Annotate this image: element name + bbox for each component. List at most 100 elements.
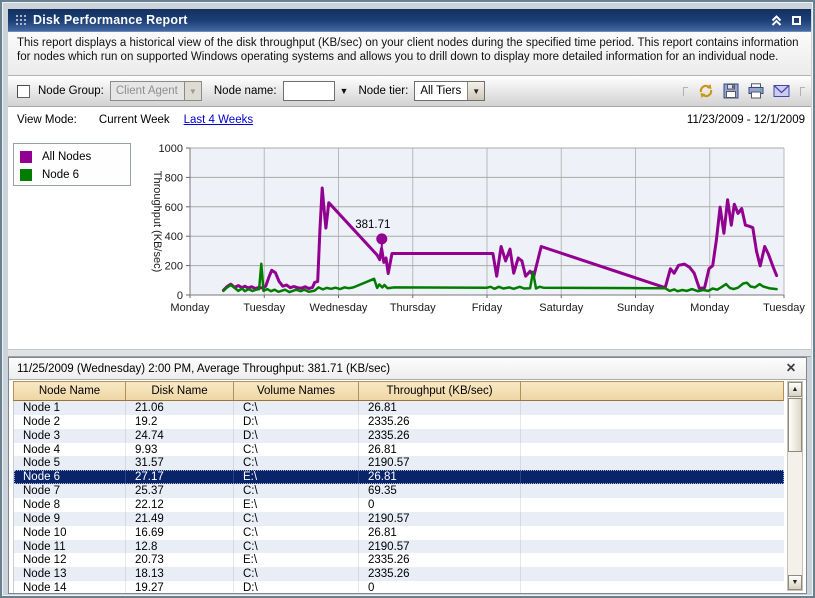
splitter-handle[interactable]: [8, 349, 811, 357]
table-cell-filler: [521, 401, 784, 415]
column-header-disk-name[interactable]: Disk Name: [126, 382, 234, 400]
collapse-button[interactable]: [769, 14, 783, 27]
table-cell-filler: [521, 581, 784, 593]
x-tick-label: Wednesday: [310, 302, 368, 314]
table-cell: E:\: [234, 553, 359, 567]
table-cell: 2335.26: [359, 567, 521, 581]
scroll-down-button[interactable]: ▼: [788, 575, 802, 590]
table-row[interactable]: Node 219.2D:\2335.26: [14, 415, 784, 429]
print-button[interactable]: [747, 83, 765, 100]
table-row[interactable]: Node 725.37C:\69.35: [14, 484, 784, 498]
table-cell: C:\: [234, 484, 359, 498]
email-button[interactable]: [772, 83, 790, 100]
column-header-node-name[interactable]: Node Name: [14, 382, 126, 400]
table-cell: D:\: [234, 415, 359, 429]
view-mode-current-week[interactable]: Current Week: [99, 114, 170, 126]
date-range: 11/23/2009 - 12/1/2009: [687, 114, 805, 126]
x-tick-label: Monday: [170, 302, 210, 314]
throughput-line-chart[interactable]: MondayTuesdayWednesdayThursdayFridaySatu…: [8, 137, 811, 349]
drilldown-title: 11/25/2009 (Wednesday) 2:00 PM, Average …: [17, 363, 390, 375]
table-cell: Node 9: [14, 512, 126, 526]
table-cell: 2190.57: [359, 540, 521, 554]
table-cell-filler: [521, 484, 784, 498]
table-row[interactable]: Node 822.12E:\0: [14, 498, 784, 512]
save-button[interactable]: [722, 83, 740, 100]
node-tier-label: Node tier:: [358, 85, 408, 97]
refresh-icon: [698, 83, 714, 99]
table-cell-filler: [521, 470, 784, 484]
y-tick-label: 1000: [159, 143, 183, 155]
table-cell: 27.17: [126, 470, 234, 484]
column-header-throughput[interactable]: Throughput (KB/sec): [359, 382, 521, 400]
table-row[interactable]: Node 1318.13C:\2335.26: [14, 567, 784, 581]
column-header-filler: [521, 382, 783, 400]
table-cell: Node 5: [14, 456, 126, 470]
table-cell: Node 8: [14, 498, 126, 512]
table-cell: Node 2: [14, 415, 126, 429]
drilldown-panel: 11/25/2009 (Wednesday) 2:00 PM, Average …: [8, 357, 807, 594]
table-cell: C:\: [234, 443, 359, 457]
refresh-button[interactable]: [697, 83, 715, 100]
table-cell: 18.13: [126, 567, 234, 581]
report-window: Disk Performance Report This report disp…: [0, 0, 815, 598]
table-row[interactable]: Node 531.57C:\2190.57: [14, 456, 784, 470]
table-cell-filler: [521, 415, 784, 429]
node-name-label: Node name:: [214, 85, 277, 97]
table-cell: 20.73: [126, 553, 234, 567]
print-icon: [748, 83, 764, 99]
table-cell: C:\: [234, 456, 359, 470]
table-cell: D:\: [234, 581, 359, 593]
table-cell-filler: [521, 512, 784, 526]
table-cell: Node 11: [14, 540, 126, 554]
email-icon: [773, 84, 790, 98]
table-row[interactable]: Node 1419.27D:\0: [14, 581, 784, 593]
node-group-checkbox[interactable]: [17, 85, 30, 98]
table-row[interactable]: Node 49.93C:\26.81: [14, 443, 784, 457]
maximize-button[interactable]: [789, 14, 803, 27]
column-header-volume-names[interactable]: Volume Names: [234, 382, 359, 400]
table-cell: 26.81: [359, 401, 521, 415]
table-cell: Node 7: [14, 484, 126, 498]
table-cell: 16.69: [126, 526, 234, 540]
node-name-dropdown-icon[interactable]: ▼: [340, 86, 349, 96]
table-cell: 22.12: [126, 498, 234, 512]
table-cell: C:\: [234, 526, 359, 540]
close-icon[interactable]: ✕: [783, 360, 799, 376]
table-row[interactable]: Node 1220.73E:\2335.26: [14, 553, 784, 567]
node-group-label: Node Group:: [38, 85, 104, 97]
view-mode-last-4-weeks-link[interactable]: Last 4 Weeks: [184, 114, 253, 126]
table-row[interactable]: Node 627.17E:\26.81: [14, 470, 784, 484]
vertical-scrollbar[interactable]: ▲ ▼: [787, 381, 803, 591]
node-tier-select[interactable]: All Tiers ▼: [414, 81, 485, 101]
table-cell-filler: [521, 443, 784, 457]
x-tick-label: Monday: [690, 302, 730, 314]
scrollbar-thumb[interactable]: [788, 398, 802, 452]
table-row[interactable]: Node 121.06C:\26.81: [14, 401, 784, 415]
node-group-select: Client Agent ▼: [110, 81, 202, 101]
selected-point-marker[interactable]: [376, 233, 387, 244]
table-row[interactable]: Node 1016.69C:\26.81: [14, 526, 784, 540]
table-cell: 26.81: [359, 470, 521, 484]
table-cell-filler: [521, 456, 784, 470]
y-tick-label: 600: [165, 202, 183, 214]
y-axis-title: Throughput (KB/sec): [151, 171, 163, 273]
table-row[interactable]: Node 921.49C:\2190.57: [14, 512, 784, 526]
scroll-up-button[interactable]: ▲: [788, 382, 802, 397]
table-cell: C:\: [234, 567, 359, 581]
table-row[interactable]: Node 1112.8C:\2190.57: [14, 540, 784, 554]
table-cell: 2335.26: [359, 553, 521, 567]
table-cell: 9.93: [126, 443, 234, 457]
table-cell: 25.37: [126, 484, 234, 498]
table-cell: E:\: [234, 470, 359, 484]
drag-grip-icon[interactable]: [16, 15, 27, 26]
table-cell: C:\: [234, 401, 359, 415]
table-cell: Node 13: [14, 567, 126, 581]
table-cell: 69.35: [359, 484, 521, 498]
table-cell: Node 4: [14, 443, 126, 457]
node-name-input[interactable]: [283, 81, 335, 101]
table-cell: Node 6: [14, 470, 126, 484]
table-cell: Node 10: [14, 526, 126, 540]
table-cell-filler: [521, 429, 784, 443]
x-tick-label: Friday: [472, 302, 503, 314]
table-row[interactable]: Node 324.74D:\2335.26: [14, 429, 784, 443]
